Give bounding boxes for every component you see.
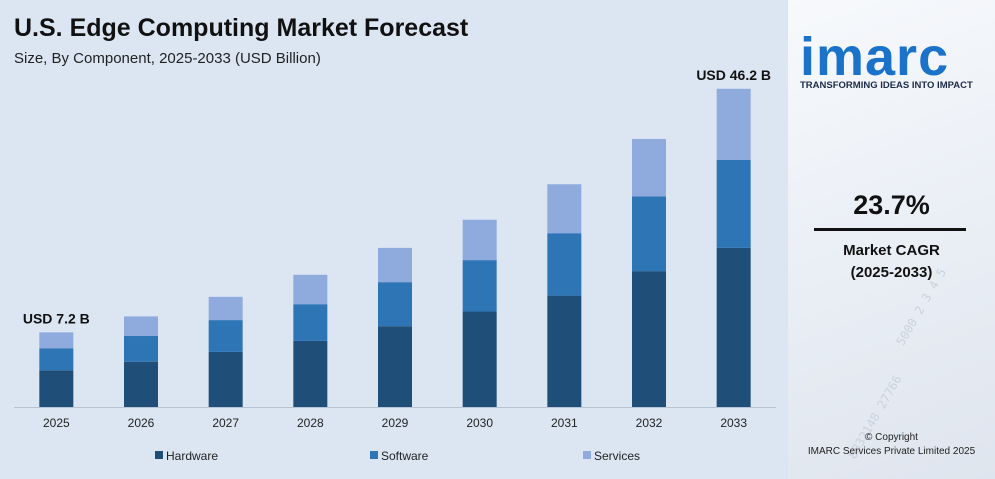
legend-swatch-hardware [155,451,163,459]
imarc-logo: imarc [800,27,950,87]
bar-software-2026 [124,336,158,362]
stacked-bar-chart: 2025 USD 7.2 B 2026 2027 2028 2029 2030 2031 203… [14,67,776,463]
bar-hardware-2030 [462,311,497,407]
cagr-label: Market CAGR [843,242,940,259]
bar-hardware-2033 [716,247,751,407]
bar-software-2028 [293,304,328,341]
legend-label-hardware: Hardware [166,449,218,463]
bar-hardware-2026 [124,361,158,407]
bar-services-2031 [547,184,582,234]
x-tick-label: 2025 [43,416,70,430]
x-tick-label: 2029 [382,416,409,430]
cagr-value: 23.7% [853,190,930,220]
x-tick-label: 2026 [128,416,155,430]
x-tick-label: 2033 [720,416,747,430]
bar-software-2025 [39,348,74,371]
bar-services-2029 [378,247,412,283]
data-label: USD 46.2 B [696,67,771,83]
bar-services-2028 [293,274,328,305]
chart-title: U.S. Edge Computing Market Forecast [14,14,469,42]
x-tick-label: 2027 [212,416,239,430]
bar-services-2033 [716,88,751,160]
bar-software-2027 [208,320,243,352]
bar-software-2029 [378,282,412,327]
bar-hardware-2029 [378,326,412,407]
bar-services-2026 [124,316,158,337]
x-tick-label: 2028 [297,416,324,430]
chart-subtitle: Size, By Component, 2025-2033 (USD Billi… [14,50,321,67]
x-tick-label: 2031 [551,416,578,430]
legend-swatch-software [370,451,378,459]
bar-software-2030 [462,260,497,312]
logo-tagline: TRANSFORMING IDEAS INTO IMPACT [800,80,973,91]
cagr-divider [814,228,966,231]
bar-software-2033 [716,159,751,248]
bar-hardware-2031 [547,295,582,407]
copyright-line: © Copyright [865,432,918,443]
bar-services-2030 [462,219,497,261]
bar-hardware-2032 [632,271,666,407]
legend-label-software: Software [381,449,429,463]
copyright-company: IMARC Services Private Limited 2025 [807,446,976,457]
x-tick-label: 2030 [466,416,493,430]
cagr-period: (2025-2033) [850,264,933,281]
legend-label-services: Services [594,449,640,463]
bar-services-2025 [39,332,74,349]
x-tick-label: 2032 [636,416,663,430]
bar-services-2032 [632,138,666,197]
bar-hardware-2025 [39,370,74,407]
side-panel: 5000 2 3 4 5 8832148 27766 imarc TRANSFO… [788,0,995,479]
bar-hardware-2027 [208,351,243,407]
data-label: USD 7.2 B [23,310,90,326]
legend-swatch-services [583,451,591,459]
bar-software-2032 [632,196,666,272]
bar-services-2027 [208,296,243,321]
bar-software-2031 [547,233,582,296]
chart-panel: U.S. Edge Computing Market Forecast Size… [0,0,788,479]
bar-hardware-2028 [293,340,328,407]
